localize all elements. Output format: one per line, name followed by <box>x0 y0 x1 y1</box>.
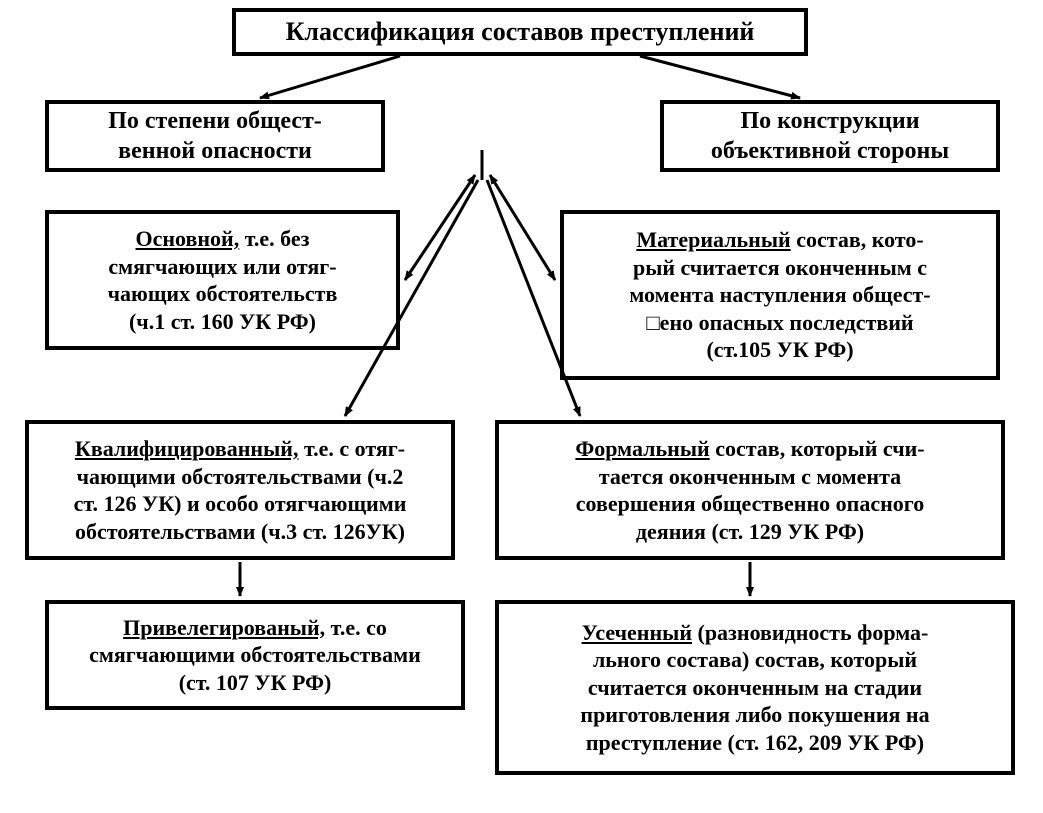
left1-line4: (ч.1 ст. 160 УК РФ) <box>129 309 316 334</box>
left3-rest1: т.е. со <box>325 615 387 640</box>
left1-lead: Основной, <box>136 226 240 251</box>
right2-line3: совершения общественно опасного <box>576 491 924 516</box>
left2-line2: чающими обстоятельствами (ч.2 <box>77 464 404 489</box>
right3-rest1: (разновидность форма- <box>692 620 928 645</box>
cat-left-line1: По степени общест- <box>108 108 322 134</box>
left2-line3: ст. 126 УК) и особо отягчающими <box>74 491 407 516</box>
category-right-box: По конструкции объективной стороны <box>660 100 1000 172</box>
left1-line2: смягчающих или отяг- <box>108 254 336 279</box>
category-left-box: По степени общест- венной опасности <box>45 100 385 172</box>
right1-line5: (ст.105 УК РФ) <box>706 337 853 362</box>
right3-line4: приготовления либо покушения на <box>580 702 929 727</box>
right1-line4: □ено опасных последствий <box>646 310 913 335</box>
left2-lead: Квалифицированный, <box>75 436 299 461</box>
left1-line3: чающих обстоятельств <box>108 281 338 306</box>
left-box-3: Привелегированый, т.е. со смягчающими об… <box>45 600 465 710</box>
left-box-2: Квалифицированный, т.е. с отяг- чающими … <box>25 420 455 560</box>
edge-title-catleft <box>260 56 400 98</box>
right1-line2: рый считается оконченным с <box>633 255 927 280</box>
right2-line4: деяния (ст. 129 УК РФ) <box>636 519 864 544</box>
edge-title-catright <box>640 56 800 98</box>
right2-rest1: состав, который счи- <box>710 436 925 461</box>
left3-line3: (ст. 107 УК РФ) <box>179 670 332 695</box>
left3-lead: Привелегированый, <box>123 615 325 640</box>
cat-right-line2: объективной стороны <box>711 138 949 164</box>
edge-center-left1 <box>405 175 475 280</box>
right-box-2: Формальный состав, который счи- тается о… <box>495 420 1005 560</box>
left2-line4: обстоятельствами (ч.3 ст. 126УК) <box>75 519 405 544</box>
title-box: Классификация составов преступлений <box>232 8 808 56</box>
left1-rest1: т.е. без <box>239 226 309 251</box>
right1-lead: Материальный <box>636 227 790 252</box>
right1-rest1: состав, кото- <box>791 227 924 252</box>
cat-right-line1: По конструкции <box>740 108 919 134</box>
right2-lead: Формальный <box>575 436 709 461</box>
right-box-3: Усеченный (разновидность форма- льного с… <box>495 600 1015 775</box>
right1-line3: момента наступления общест- <box>629 282 930 307</box>
cat-left-line2: венной опасности <box>118 138 312 164</box>
right3-lead: Усеченный <box>582 620 692 645</box>
title-text: Классификация составов преступлений <box>246 16 794 49</box>
right3-line3: считается оконченным на стадии <box>588 675 922 700</box>
left2-rest1: т.е. с отяг- <box>298 436 405 461</box>
right-box-1: Материальный состав, кото- рый считается… <box>560 210 1000 380</box>
edge-center-right1 <box>490 175 555 280</box>
right3-line5: преступление (ст. 162, 209 УК РФ) <box>586 730 924 755</box>
left3-line2: смягчающими обстоятельствами <box>89 642 421 667</box>
right3-line2: льного состава) состав, который <box>593 647 917 672</box>
right2-line2: тается оконченным с момента <box>599 464 901 489</box>
left-box-1: Основной, т.е. без смягчающих или отяг- … <box>45 210 400 350</box>
